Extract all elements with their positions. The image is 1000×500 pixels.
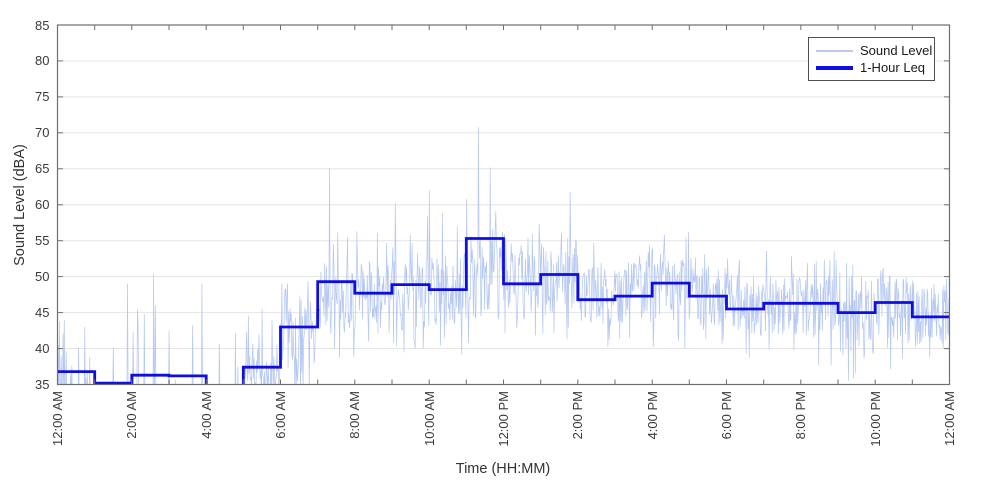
y-tick-label: 75	[35, 89, 50, 105]
x-tick-label: 8:00 PM	[793, 391, 809, 440]
x-tick-label: 12:00 PM	[496, 391, 511, 447]
x-tick-label: 10:00 PM	[867, 391, 883, 447]
y-tick-label: 55	[35, 233, 50, 249]
y-tick-label: 35	[35, 377, 50, 392]
legend-item-sound-level: Sound Level	[816, 42, 932, 59]
x-tick-label: 6:00 AM	[273, 391, 288, 439]
legend-label-sound-level: Sound Level	[860, 43, 933, 58]
y-tick-label: 85	[35, 17, 50, 33]
x-tick-label: 8:00 AM	[347, 391, 363, 439]
y-tick-label: 65	[35, 161, 50, 177]
legend-item-1-hour-leq: 1-Hour Leq	[816, 59, 928, 76]
y-tick-label: 80	[35, 53, 50, 69]
x-tick-label: 12:00 AM	[942, 391, 957, 446]
y-tick-label: 45	[35, 305, 50, 321]
leq-step-line	[57, 237, 950, 385]
x-tick-label: 2:00 AM	[124, 391, 140, 439]
y-tick-label: 60	[35, 197, 50, 213]
x-axis-label: Time (HH:MM)	[455, 461, 551, 477]
x-tick-label: 10:00 AM	[421, 391, 437, 446]
x-tick-label: 2:00 PM	[570, 391, 586, 440]
x-tick-label: 6:00 PM	[719, 391, 734, 440]
x-tick-label: 12:00 AM	[50, 391, 65, 446]
leq-line-swatch	[816, 65, 853, 70]
y-tick-label: 70	[35, 125, 50, 141]
sound-level-line-swatch	[816, 49, 853, 52]
y-tick-label: 50	[35, 269, 50, 285]
x-tick-label: 4:00 AM	[198, 391, 214, 439]
y-tick-label: 40	[35, 341, 50, 357]
legend-label-1-hour-leq: 1-Hour Leq	[860, 60, 926, 75]
legend: Sound Level 1-Hour Leq	[808, 37, 935, 81]
x-tick-label: 4:00 PM	[644, 391, 660, 440]
